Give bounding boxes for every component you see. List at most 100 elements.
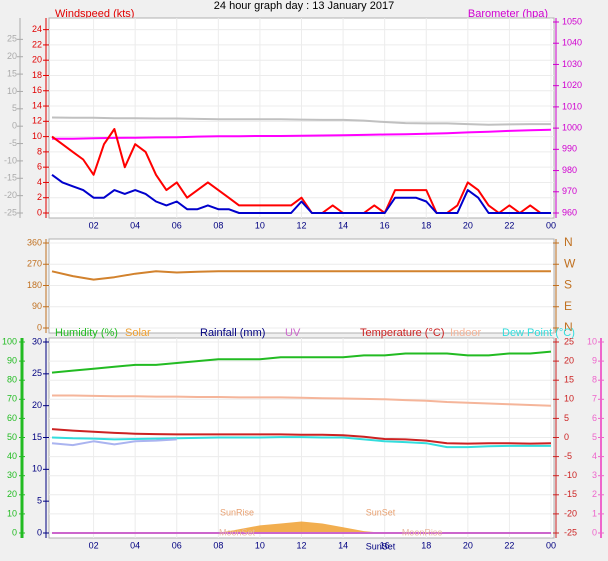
y-tick-label: 30 — [7, 470, 17, 480]
annotation: SunSet — [366, 542, 396, 552]
line — [52, 128, 552, 140]
y2-axis-label: Barometer (hpa) — [468, 8, 548, 20]
y-tick-label: 0 — [12, 121, 17, 131]
y-tick-label: 6 — [592, 413, 597, 423]
y-tick-label: 10 — [7, 86, 17, 96]
legend-entry: UV — [285, 327, 301, 339]
x-tick-label: 22 — [504, 540, 514, 550]
annotation: MoonSet — [219, 527, 256, 537]
y-tick-label: N — [564, 235, 573, 249]
legend-entry: Humidity (%) — [55, 327, 118, 339]
y-tick-label: 15 — [7, 68, 17, 78]
y-tick-label: 12 — [32, 116, 42, 126]
y-tick-label: 90 — [7, 355, 17, 365]
y-tick-label: 0 — [37, 207, 42, 217]
y-tick-label: 0 — [564, 432, 569, 442]
legend-entry: Rainfall (mm) — [200, 327, 265, 339]
annotation: SunRise — [220, 507, 254, 517]
y-tick-label: 24 — [32, 24, 42, 34]
y-tick-label: 980 — [562, 165, 577, 175]
y-tick-label: 1010 — [562, 101, 582, 111]
x-tick-label: 18 — [421, 220, 431, 230]
x-tick-label: 02 — [89, 540, 99, 550]
y-tick-label: 40 — [7, 451, 17, 461]
line — [51, 173, 551, 214]
line — [51, 438, 177, 447]
y-tick-label: 5 — [37, 496, 42, 506]
y-tick-label: 50 — [7, 432, 17, 442]
legend-entry: Solar — [125, 327, 151, 339]
y-tick-label: 1050 — [562, 16, 582, 26]
y-tick-label: 90 — [32, 301, 42, 311]
x-tick-label: 10 — [255, 540, 265, 550]
y-tick-label: 360 — [27, 237, 42, 247]
y-tick-label: 0 — [12, 527, 17, 537]
legend-entry: Temperature (°C) — [360, 327, 444, 339]
y-tick-label: 100 — [2, 336, 17, 346]
annotation: SunSet — [366, 507, 396, 517]
x-tick-label: 20 — [463, 220, 473, 230]
y-tick-label: 20 — [32, 400, 42, 410]
y-tick-label: 1030 — [562, 59, 582, 69]
legend-entry: Indoor — [450, 327, 482, 339]
y-tick-label: 970 — [562, 186, 577, 196]
y-tick-label: -20 — [4, 190, 17, 200]
y-tick-label: 6 — [37, 162, 42, 172]
x-tick-label: 20 — [463, 540, 473, 550]
y-tick-label: -25 — [4, 207, 17, 217]
y-tick-label: -15 — [564, 489, 577, 499]
x-tick-label: 06 — [172, 220, 182, 230]
y-tick-label: 4 — [37, 177, 42, 187]
y-tick-label: -5 — [9, 138, 17, 148]
x-tick-label: 16 — [380, 540, 390, 550]
y-tick-label: -10 — [4, 155, 17, 165]
y-tick-label: 7 — [592, 394, 597, 404]
line — [51, 270, 551, 281]
y-tick-label: 30 — [32, 336, 42, 346]
y-tick-label: 0 — [37, 322, 42, 332]
y-tick-label: 18 — [32, 70, 42, 80]
y-tick-label: 10 — [7, 508, 17, 518]
x-tick-label: 18 — [421, 540, 431, 550]
y-tick-label: 2 — [37, 192, 42, 202]
line — [51, 436, 551, 449]
y-tick-label: -20 — [564, 508, 577, 518]
y-tick-label: 0 — [37, 527, 42, 537]
y-tick-label: 1020 — [562, 80, 582, 90]
y-tick-label: 0 — [592, 527, 597, 537]
x-tick-label: 00 — [546, 220, 556, 230]
y-tick-label: 1 — [592, 508, 597, 518]
y-tick-label: 10 — [32, 464, 42, 474]
y-tick-label: 10 — [32, 131, 42, 141]
y-tick-label: N — [564, 320, 573, 334]
y-tick-label: 8 — [592, 375, 597, 385]
y-tick-label: 60 — [7, 413, 17, 423]
y-tick-label: 25 — [564, 336, 574, 346]
line — [52, 394, 552, 407]
x-tick-label: 02 — [89, 220, 99, 230]
y-tick-label: W — [564, 256, 576, 270]
chart-title: 24 hour graph day : 13 January 2017 — [214, 0, 394, 12]
y-tick-label: 15 — [564, 375, 574, 385]
x-tick-label: 14 — [338, 220, 348, 230]
y-tick-label: 3 — [592, 470, 597, 480]
y-tick-label: 10 — [587, 336, 597, 346]
y-axis-label: Windspeed (kts) — [55, 8, 134, 20]
annotation: MoonRise — [402, 527, 443, 537]
y-tick-label: 10 — [564, 394, 574, 404]
y-tick-label: 20 — [7, 489, 17, 499]
y-tick-label: E — [564, 299, 572, 313]
y-tick-label: -5 — [564, 451, 572, 461]
y-tick-label: 4 — [592, 451, 597, 461]
y-tick-label: 2 — [592, 489, 597, 499]
x-tick-label: 12 — [296, 540, 306, 550]
x-tick-label: 14 — [338, 540, 348, 550]
area — [52, 521, 551, 533]
y-tick-label: 8 — [37, 146, 42, 156]
y-tick-label: 16 — [32, 85, 42, 95]
x-tick-label: 22 — [504, 220, 514, 230]
y-tick-label: 9 — [592, 355, 597, 365]
x-tick-label: 08 — [213, 540, 223, 550]
y-tick-label: 80 — [7, 375, 17, 385]
